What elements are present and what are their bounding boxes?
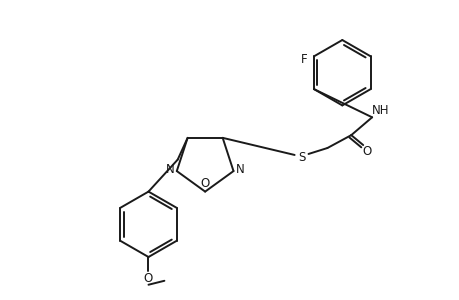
Text: N: N xyxy=(235,163,244,176)
Text: O: O xyxy=(200,177,209,190)
Text: F: F xyxy=(300,53,307,66)
Text: N: N xyxy=(165,163,174,176)
Text: O: O xyxy=(362,146,371,158)
Text: NH: NH xyxy=(371,104,389,117)
Text: O: O xyxy=(144,272,153,285)
Text: S: S xyxy=(297,152,305,164)
